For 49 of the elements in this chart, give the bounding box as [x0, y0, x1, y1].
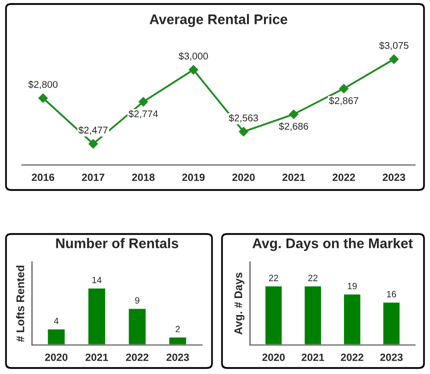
- point: [188, 65, 198, 74]
- x-tick-label: 2023: [380, 354, 403, 361]
- chart-title: Average Rental Price: [150, 14, 288, 28]
- bar: [46, 328, 66, 345]
- point: [138, 97, 148, 106]
- x-tick-label: 2019: [182, 174, 205, 181]
- x-tick-label: 2020: [232, 174, 255, 181]
- data-label: $2,563: [228, 114, 258, 123]
- point: [88, 139, 98, 148]
- data-label: $3,000: [178, 52, 208, 61]
- x-tick-label: 2023: [382, 174, 406, 181]
- x-tick-label: 2021: [302, 354, 324, 361]
- x-tick-label: 2022: [126, 354, 148, 361]
- x-tick-label: 2020: [45, 354, 68, 361]
- y-axis-title: Avg. # Days: [234, 272, 244, 335]
- data-label: 4: [54, 318, 59, 324]
- x-tick-label: 2022: [332, 174, 355, 181]
- data-label: 16: [387, 290, 396, 298]
- point: [238, 127, 248, 136]
- data-label: $2,867: [329, 96, 358, 106]
- data-label: 14: [92, 276, 102, 284]
- bar: [86, 287, 107, 345]
- data-label: $2,774: [128, 110, 158, 118]
- point: [339, 84, 348, 94]
- y-axis-title: # Lofts Rented: [16, 266, 24, 342]
- x-tick-label: 2016: [32, 174, 54, 181]
- data-label: 9: [135, 297, 140, 304]
- x-tick-label: 2022: [340, 354, 364, 361]
- x-tick-label: 2017: [82, 174, 104, 181]
- point: [38, 93, 48, 103]
- chart-title: Avg. Days on the Market: [252, 238, 413, 252]
- x-tick-label: 2018: [132, 174, 155, 181]
- data-label: 22: [269, 274, 278, 282]
- data-label: $2,477: [78, 126, 108, 135]
- point: [389, 54, 399, 64]
- bar: [168, 336, 188, 345]
- data-label: 2: [176, 326, 180, 332]
- data-label: $2,800: [28, 80, 58, 89]
- point: [289, 110, 298, 119]
- x-tick-label: 2023: [166, 354, 189, 361]
- data-label: 22: [308, 274, 318, 282]
- chart-title: Number of Rentals: [56, 238, 178, 248]
- x-tick-label: 2021: [86, 354, 108, 361]
- data-label: $2,686: [278, 122, 308, 131]
- x-tick-label: 2020: [262, 354, 285, 361]
- bar: [127, 308, 148, 345]
- data-label: $3,075: [379, 42, 408, 50]
- x-tick-label: 2021: [282, 174, 305, 181]
- data-label: 19: [348, 282, 357, 290]
